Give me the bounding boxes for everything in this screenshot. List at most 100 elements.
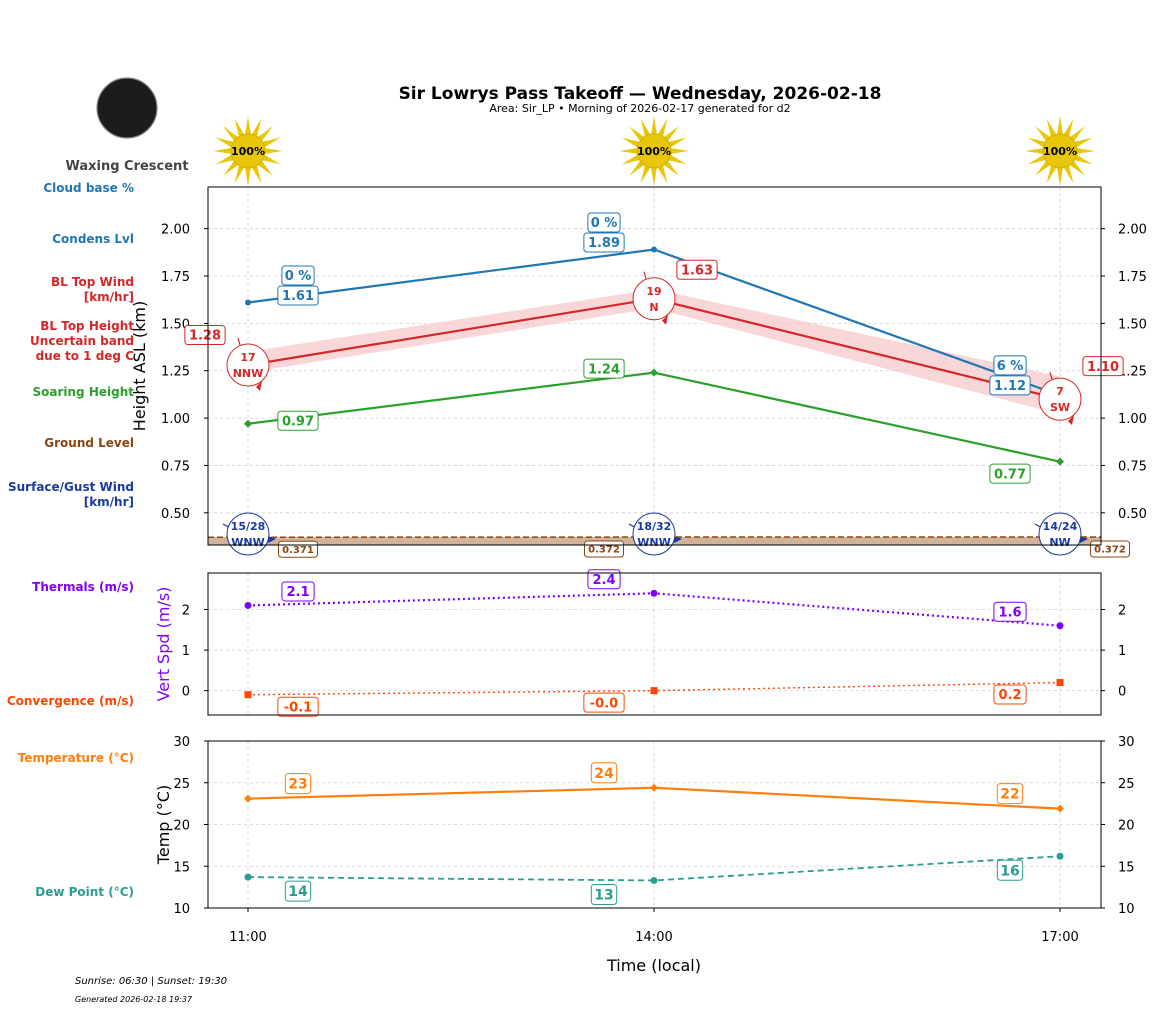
convergence-point <box>1056 679 1064 687</box>
soaring-height-label-text: 0.97 <box>282 414 314 429</box>
wind-arrow-icon <box>256 381 262 392</box>
y-tick-label-left: 20 <box>173 819 190 834</box>
temperature-label-box <box>996 783 1024 805</box>
thermals-label-box <box>281 581 315 602</box>
y-tick-label-right: 0.75 <box>1118 459 1147 474</box>
cloud-base-percent-label-text: 6 % <box>997 359 1024 374</box>
sun-ray <box>1046 165 1057 184</box>
row-label-ground: Ground Level <box>44 436 134 450</box>
dewpoint-label: 16 <box>996 859 1024 881</box>
sun-ray <box>223 160 239 176</box>
y-tick-label-left: 30 <box>173 735 190 750</box>
sun-disc <box>636 133 672 169</box>
wind-arrow-icon <box>1080 536 1088 543</box>
sun-icon: 100% <box>1025 116 1095 186</box>
dewpoint-label-text: 14 <box>288 884 308 900</box>
soaring-height-label-box <box>989 463 1031 484</box>
surface-wind-direction: WNW <box>231 536 264 549</box>
sun-ray <box>651 167 657 186</box>
bl-top-height-label-box <box>1082 356 1124 377</box>
dewpoint-label: 14 <box>284 880 312 902</box>
cloud-base-percent-label-text: 0 % <box>591 216 618 231</box>
sun-ray <box>1069 160 1085 176</box>
wind-arrow-icon <box>268 536 276 543</box>
dewpoint-line <box>247 855 1061 882</box>
y-tick-label-left: 1 <box>182 644 190 659</box>
sun-ray <box>1035 126 1051 142</box>
temperature-point <box>244 794 252 803</box>
vspeed-panel-frame <box>207 572 1102 716</box>
bl-wind-circle <box>1038 377 1082 421</box>
thermals-label: 2.4 <box>587 569 621 590</box>
y-tick-label-left: 0 <box>182 685 190 700</box>
y-tick-label-left: 25 <box>173 777 190 792</box>
cloud-base-percent-label-box <box>993 355 1027 376</box>
row-label-surface-wind: [km/hr] <box>84 495 134 509</box>
soaring-height-label: 0.77 <box>989 463 1031 484</box>
convergence-point <box>650 687 658 695</box>
chart-subtitle: Area: Sir_LP • Morning of 2026-02-17 gen… <box>489 102 790 115</box>
sun-ray <box>215 154 234 165</box>
convergence-label: -0.0 <box>583 692 625 713</box>
y-tick-label-right: 0.50 <box>1118 507 1147 522</box>
wind-arrow-icon <box>662 314 668 325</box>
thermals-label-text: 2.4 <box>592 573 615 588</box>
soaring-height-point <box>1056 457 1064 466</box>
cloud-base-percent-label-box <box>587 212 621 233</box>
dewpoint-point <box>1056 852 1064 860</box>
sun-icon: 100% <box>213 116 283 186</box>
sun-ray <box>657 118 668 137</box>
bl-top-height-label: 1.28 <box>184 325 226 346</box>
condens-level-label: 1.12 <box>989 375 1031 396</box>
convergence-label-box <box>993 684 1027 705</box>
bl-wind-speed: 7 <box>1056 385 1064 398</box>
sun-ray <box>262 154 281 165</box>
sun-ray <box>1069 126 1085 142</box>
condens-level-point <box>651 246 657 253</box>
temperature-point <box>650 783 658 792</box>
sun-percent-label: 100% <box>1043 145 1077 158</box>
bl-wind-direction: NNW <box>233 367 264 380</box>
sun-ray <box>1027 137 1046 148</box>
cloud-base-percent-label-box <box>281 265 315 286</box>
sun-ray <box>1057 167 1063 186</box>
cloud-base-percent-label: 0 % <box>587 212 621 233</box>
dewpoint-label-text: 16 <box>1000 863 1019 879</box>
thermals-point <box>244 601 252 609</box>
cloud-base-percent-label: 6 % <box>993 355 1027 376</box>
sun-ray <box>1057 116 1063 135</box>
thermals-label-text: 1.6 <box>998 605 1021 620</box>
wind-arrow-icon <box>1068 415 1074 426</box>
sun-ray <box>257 160 273 176</box>
row-label-dewpoint: Dew Point (°C) <box>35 885 134 899</box>
sun-ray <box>1074 154 1093 165</box>
ground-level-label-text: 0.371 <box>282 545 314 556</box>
sun-ray <box>1025 148 1044 154</box>
bl-top-height-label-box <box>184 325 226 346</box>
ground-level-label-text: 0.372 <box>1094 545 1126 556</box>
surface-wind-speed: 18/32 <box>637 520 672 533</box>
moon-phase: Waxing Crescent <box>65 77 189 174</box>
sun-ray <box>1035 160 1051 176</box>
sun-ray <box>670 148 689 154</box>
y-tick-label-left: 1.00 <box>161 412 190 427</box>
sun-ray <box>245 167 251 186</box>
wind-barb-icon <box>237 337 241 346</box>
surface-wind-direction: NW <box>1049 536 1070 549</box>
bl-wind-circle <box>632 277 676 321</box>
convergence-label-text: 0.2 <box>998 688 1021 703</box>
y-tick-label-right: 1.50 <box>1118 317 1147 332</box>
height-panel-frame <box>207 186 1102 546</box>
thermals-label-box <box>587 569 621 590</box>
sun-ray <box>621 137 640 148</box>
generated-time: Generated 2026-02-18 19:37 <box>75 995 193 1004</box>
sun-ray <box>663 160 679 176</box>
y-tick-label-right: 1.75 <box>1118 270 1147 285</box>
convergence-label-box <box>277 696 319 717</box>
bl-wind-speed: 19 <box>646 285 661 298</box>
thermals-point <box>1056 622 1064 630</box>
height-y-axis-label: Height ASL (km) <box>130 301 149 431</box>
bl-top-height-label: 1.10 <box>1082 356 1124 377</box>
